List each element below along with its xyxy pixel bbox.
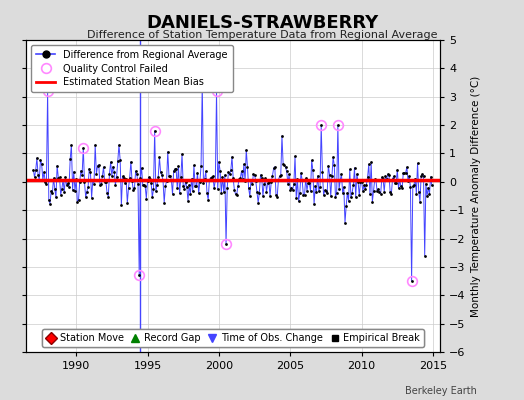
Text: DANIELS-STRAWBERRY: DANIELS-STRAWBERRY xyxy=(146,14,378,32)
Text: Difference of Station Temperature Data from Regional Average: Difference of Station Temperature Data f… xyxy=(87,30,437,40)
Legend: Station Move, Record Gap, Time of Obs. Change, Empirical Break: Station Move, Record Gap, Time of Obs. C… xyxy=(42,329,424,347)
Y-axis label: Monthly Temperature Anomaly Difference (°C): Monthly Temperature Anomaly Difference (… xyxy=(471,75,481,317)
Text: Berkeley Earth: Berkeley Earth xyxy=(405,386,477,396)
